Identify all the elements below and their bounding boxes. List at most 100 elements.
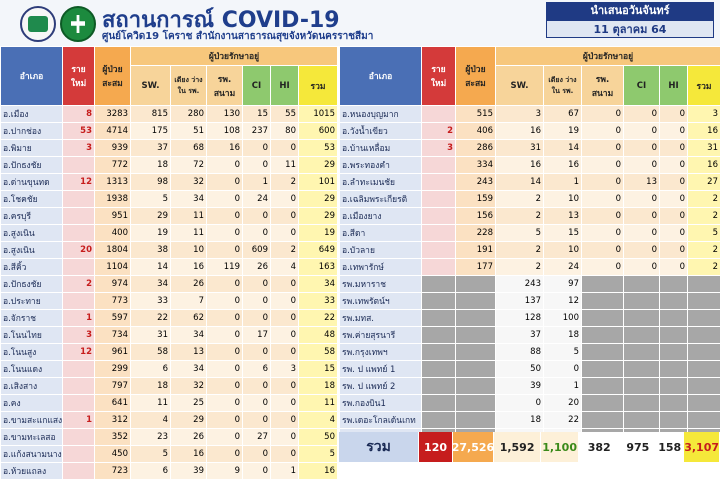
new-cases: 12	[63, 344, 95, 361]
column-header-bed: เตียง ว่าง ใน รพ.	[171, 66, 207, 106]
ci-count: 0	[243, 157, 271, 174]
field-hospital-count: 130	[207, 106, 243, 123]
hi-count: 0	[660, 157, 688, 174]
cumulative-cases: 159	[456, 191, 496, 208]
cumulative-cases: 352	[95, 429, 131, 446]
field-hospital-count: 0	[207, 344, 243, 361]
field-hospital-count: 0	[582, 259, 624, 276]
hi-count: 0	[660, 140, 688, 157]
date-box: นำเสนอวันจันทร์ 11 ตุลาคม 64	[546, 2, 714, 40]
district-name: อ.คง	[1, 395, 63, 412]
cumulative-cases: 734	[95, 327, 131, 344]
ci-count: 0	[243, 463, 271, 480]
field-hospital-count: 0	[582, 174, 624, 191]
field-hospital-count: 0	[207, 174, 243, 191]
blank-cell	[582, 344, 624, 361]
district-name: อ.โชคชัย	[1, 191, 63, 208]
ministry-of-public-health-logo	[60, 6, 96, 42]
column-group-under-treatment: ผู้ป่วยรักษาอยู่	[131, 47, 338, 66]
total-count: 1015	[299, 106, 338, 123]
district-name: อ.บัวลาย	[340, 242, 422, 259]
new-cases: 1	[63, 412, 95, 429]
ci-count: 13	[624, 174, 660, 191]
field-hospital-count: 0	[207, 361, 243, 378]
bed-count: 68	[171, 140, 207, 157]
bed-count: 280	[171, 106, 207, 123]
new-cases: 12	[63, 174, 95, 191]
sw-count: 38	[131, 242, 171, 259]
district-name: อ.เทพารักษ์	[340, 259, 422, 276]
blank-cell	[660, 378, 688, 395]
ci-count: 0	[243, 344, 271, 361]
blank-cell	[660, 361, 688, 378]
district-name: อ.โนนไทย	[1, 327, 63, 344]
total-count: 4	[299, 412, 338, 429]
blank-cell	[422, 395, 456, 412]
column-header-hi: HI	[271, 66, 299, 106]
field-hospital-count: 0	[207, 157, 243, 174]
hi-count: 2	[271, 242, 299, 259]
cumulative-cases: 1938	[95, 191, 131, 208]
total-count: 2	[688, 259, 720, 276]
sw-count: 37	[131, 140, 171, 157]
bed-count: 16	[544, 157, 582, 174]
column-header-field-hospital: รพ. สนาม	[207, 66, 243, 106]
district-name: อ.สีคิ้ว	[1, 259, 63, 276]
column-header-sw: SW.	[131, 66, 171, 106]
bed-count: 7	[171, 293, 207, 310]
total-count: 31	[688, 140, 720, 157]
sw-count: 23	[131, 429, 171, 446]
ci-count: 0	[243, 276, 271, 293]
total-count: 50	[299, 429, 338, 446]
district-table-right: อำเภอ ราย ใหม่ ผู้ป่วย สะสม ผู้ป่วยรักษา…	[339, 46, 720, 446]
sw-count: 34	[131, 276, 171, 293]
new-cases	[63, 429, 95, 446]
new-cases	[422, 242, 456, 259]
sw-count: 243	[496, 276, 544, 293]
district-name: อ.เฉลิมพระเกียรติ	[340, 191, 422, 208]
total-count: 11	[299, 395, 338, 412]
sw-count: 16	[496, 123, 544, 140]
ci-count: 6	[243, 361, 271, 378]
column-header-ci: CI	[624, 66, 660, 106]
ci-count: 0	[624, 157, 660, 174]
column-header-hi: HI	[660, 66, 688, 106]
bed-count: 72	[171, 157, 207, 174]
total-count: 600	[299, 123, 338, 140]
blank-cell	[660, 310, 688, 327]
sw-count: 33	[131, 293, 171, 310]
hi-count: 80	[271, 123, 299, 140]
date-value: 11 ตุลาคม 64	[546, 20, 714, 38]
bed-count: 5	[544, 344, 582, 361]
new-cases	[422, 174, 456, 191]
bed-count: 12	[544, 293, 582, 310]
new-cases	[422, 157, 456, 174]
ci-count: 0	[624, 242, 660, 259]
hi-count: 0	[271, 140, 299, 157]
bed-count: 24	[544, 259, 582, 276]
blank-cell	[660, 395, 688, 412]
column-header-new: ราย ใหม่	[63, 47, 95, 106]
column-header-field-hospital: รพ. สนาม	[582, 66, 624, 106]
field-hospital-count: 9	[207, 463, 243, 480]
column-header-total: รวม	[299, 66, 338, 106]
sw-count: 2	[496, 208, 544, 225]
bed-count: 97	[544, 276, 582, 293]
blank-cell	[422, 378, 456, 395]
district-name: อ.ครบุรี	[1, 208, 63, 225]
total-count: 5	[299, 446, 338, 463]
sw-count: 37	[496, 327, 544, 344]
blank-cell	[660, 327, 688, 344]
blank-cell	[624, 344, 660, 361]
